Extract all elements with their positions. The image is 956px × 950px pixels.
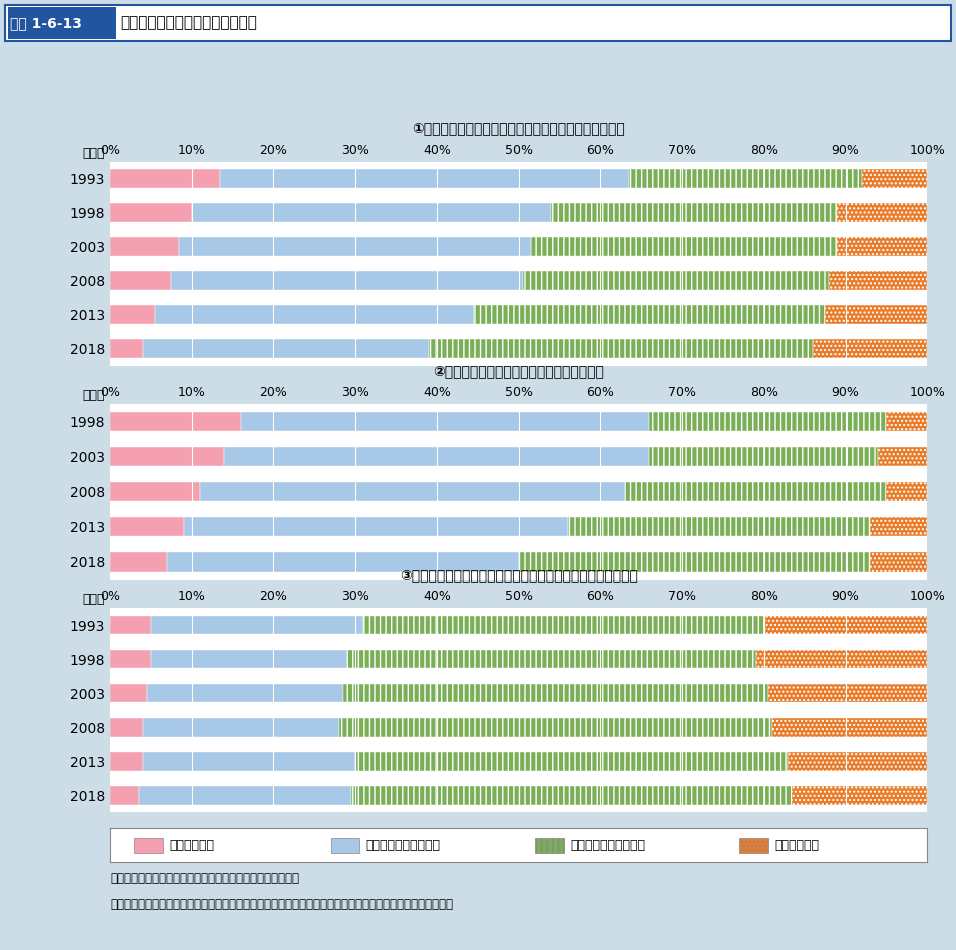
Bar xyxy=(351,786,793,805)
Text: 図表 1-6-13: 図表 1-6-13 xyxy=(10,16,81,29)
Text: 資料：国立社会保障・人口問題研究所「全国家庭動向調査」: 資料：国立社会保障・人口問題研究所「全国家庭動向調査」 xyxy=(110,872,299,885)
Bar xyxy=(531,238,837,256)
Bar xyxy=(171,272,523,290)
Bar xyxy=(764,616,927,635)
Bar xyxy=(110,517,184,537)
Text: まったく賛成: まったく賛成 xyxy=(169,839,214,851)
Text: （年）: （年） xyxy=(82,146,105,160)
Bar xyxy=(813,339,927,358)
Bar xyxy=(473,305,825,324)
Bar xyxy=(180,238,531,256)
Bar xyxy=(338,718,772,736)
Bar xyxy=(110,169,220,188)
Bar xyxy=(649,411,886,431)
Bar xyxy=(428,339,813,358)
Bar xyxy=(518,552,870,572)
Bar xyxy=(241,411,649,431)
Bar xyxy=(789,751,927,770)
Bar xyxy=(110,616,151,635)
Bar xyxy=(142,339,428,358)
Bar xyxy=(220,169,629,188)
Bar xyxy=(8,7,117,39)
Bar xyxy=(870,517,927,537)
Bar xyxy=(347,650,755,669)
Bar xyxy=(110,751,142,770)
Text: （注）　すべての年代の有配偶女性を想定した調査であり、結果の集計は有配偶女性に限って行われている。: （注） すべての年代の有配偶女性を想定した調査であり、結果の集計は有配偶女性に限… xyxy=(110,898,453,911)
Bar xyxy=(184,517,568,537)
Bar xyxy=(167,552,518,572)
Bar xyxy=(110,238,180,256)
Text: （年）: （年） xyxy=(82,389,105,402)
Bar xyxy=(739,838,768,852)
Bar xyxy=(862,169,927,188)
Bar xyxy=(110,650,151,669)
Bar xyxy=(139,786,351,805)
Bar xyxy=(793,786,927,805)
Bar xyxy=(110,203,191,222)
Bar xyxy=(110,411,241,431)
Bar xyxy=(886,411,927,431)
Bar xyxy=(110,339,142,358)
Bar xyxy=(110,272,171,290)
Bar xyxy=(331,838,359,852)
Bar xyxy=(825,305,927,324)
Bar xyxy=(649,446,879,466)
Bar xyxy=(755,650,927,669)
Bar xyxy=(142,751,355,770)
Bar xyxy=(768,684,927,702)
Bar xyxy=(523,272,829,290)
Bar xyxy=(110,718,142,736)
Bar xyxy=(110,786,139,805)
Bar xyxy=(135,838,163,852)
Text: 高齢の親への援助に関する考え方: 高齢の親への援助に関する考え方 xyxy=(120,15,257,30)
Bar xyxy=(535,838,564,852)
Bar xyxy=(200,482,625,502)
Bar xyxy=(110,482,200,502)
Bar xyxy=(146,684,343,702)
Bar xyxy=(837,238,927,256)
Bar xyxy=(110,552,167,572)
Bar xyxy=(772,718,927,736)
Text: まったく反対: まったく反対 xyxy=(774,839,819,851)
Bar xyxy=(552,203,837,222)
Bar xyxy=(110,684,146,702)
Bar xyxy=(151,650,347,669)
Text: どちらかといえば反対: どちらかといえば反対 xyxy=(570,839,645,851)
Bar xyxy=(829,272,927,290)
Title: ②「年老いた親の介護は家族が担うべきだ」: ②「年老いた親の介護は家族が担うべきだ」 xyxy=(433,364,604,378)
Bar xyxy=(568,517,870,537)
Bar xyxy=(629,169,862,188)
Title: ③「高齢者の経済的援助は、公的機関より家族が行うべきだ」: ③「高齢者の経済的援助は、公的機関より家族が行うべきだ」 xyxy=(400,568,638,582)
Bar xyxy=(343,684,768,702)
Bar xyxy=(110,446,225,466)
Text: どちらかといえば賛成: どちらかといえば賛成 xyxy=(366,839,441,851)
Title: ①「年をとった親は子ども夫婦と一緒に暮らすべきだ」: ①「年をとった親は子ども夫婦と一緒に暮らすべきだ」 xyxy=(412,122,625,136)
Bar xyxy=(225,446,649,466)
Bar xyxy=(870,552,927,572)
Bar xyxy=(837,203,927,222)
Bar xyxy=(110,305,155,324)
Bar xyxy=(142,718,338,736)
Bar xyxy=(355,751,789,770)
Bar xyxy=(155,305,473,324)
Bar xyxy=(886,482,927,502)
Bar xyxy=(191,203,552,222)
Bar xyxy=(625,482,886,502)
Text: （年）: （年） xyxy=(82,593,105,606)
Bar xyxy=(363,616,764,635)
Bar xyxy=(151,616,363,635)
Bar xyxy=(879,446,927,466)
